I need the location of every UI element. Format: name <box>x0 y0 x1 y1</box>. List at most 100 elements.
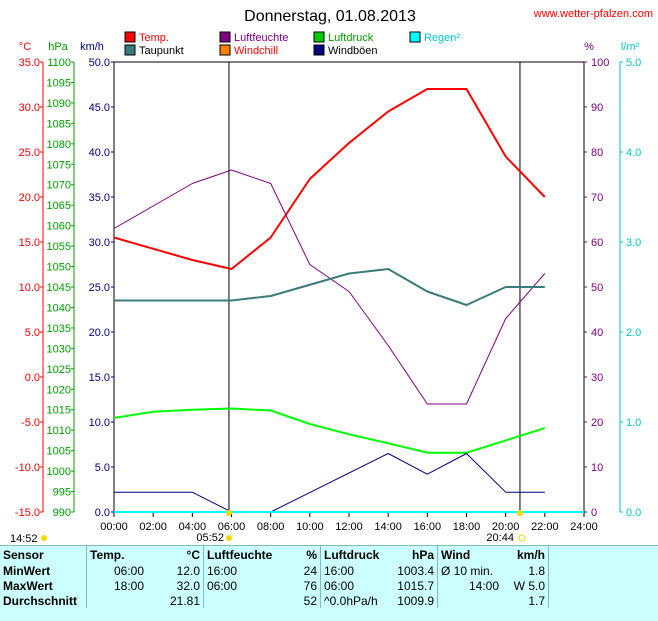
series-luftdruck <box>113 407 546 454</box>
percent-tick-label: 50 <box>591 282 603 294</box>
kmh-tick-label: 15.0 <box>89 372 110 384</box>
stats-row-min: MinWert 06:00 12.0 16:00 24 16:00 1003.4… <box>0 563 635 578</box>
hpa-tick-label: 1090 <box>47 98 71 110</box>
hpa-tick-label: 1080 <box>47 139 71 151</box>
hpa-tick-label: 1085 <box>47 118 71 130</box>
kmh-tick-label: 10.0 <box>89 417 110 429</box>
legend-swatch <box>313 31 325 43</box>
sunrise-icon <box>225 535 232 541</box>
wind-value: W 5.0 <box>513 578 545 593</box>
percent-tick-label: 60 <box>591 237 603 249</box>
hpa-tick-label: 1045 <box>47 282 71 294</box>
celsius-tick-label: 25.0 <box>19 147 40 159</box>
celsius-axis-label: °C <box>19 41 31 53</box>
rain-tick-label: 2.0 <box>626 327 641 339</box>
wind-label: Ø 10 min. <box>437 563 502 578</box>
x-tick-label: 02:00 <box>139 521 167 533</box>
x-tick-label: 14:00 <box>374 521 402 533</box>
rain-tick-label: 0.0 <box>626 507 641 519</box>
percent-tick-label: 30 <box>591 372 603 384</box>
time-label-left: 14:52 <box>10 533 38 545</box>
header-humidity: Luftfeuchte <box>203 546 276 563</box>
header-temp-unit: °C <box>186 547 200 562</box>
x-tick-label: 20:00 <box>492 521 520 533</box>
x-tick-label: 06:00 <box>218 521 246 533</box>
legend-swatch <box>313 44 325 56</box>
hpa-tick-label: 1070 <box>47 180 71 192</box>
legend: Temp. Luftfeuchte Luftdruck Regen² Taupunkt W… <box>124 31 460 57</box>
x-tick-label: 04:00 <box>179 521 207 533</box>
rain-tick-label: 4.0 <box>626 147 641 159</box>
percent-tick-label: 100 <box>591 57 609 69</box>
percent-axis-label: % <box>584 41 594 53</box>
site-url[interactable]: www.wetter-pfalzen.com <box>533 8 653 20</box>
kmh-axis-label: km/h <box>80 41 104 53</box>
percent-tick-label: 90 <box>591 102 603 114</box>
header-wind-unit: km/h <box>516 547 545 562</box>
hpa-tick-label: 1030 <box>47 343 71 355</box>
wind-value: 1.8 <box>528 563 545 578</box>
hpa-tick-label: 1010 <box>47 425 71 437</box>
hpa-tick-label: 1065 <box>47 200 71 212</box>
legend-swatch <box>219 44 231 56</box>
celsius-tick-label: 5.0 <box>25 327 40 339</box>
celsius-tick-label: 0.0 <box>25 372 40 384</box>
temp-time <box>86 593 147 608</box>
sunset-axis-icon <box>516 510 523 516</box>
statistics-table: Sensor Temp. °C Luftfeuchte % Luftdruck … <box>0 546 635 608</box>
legend-label: Windböen <box>328 45 378 57</box>
hpa-tick-label: 1095 <box>47 77 71 89</box>
hpa-tick-label: 1015 <box>47 405 71 417</box>
sun-icon <box>41 535 47 541</box>
kmh-tick-label: 40.0 <box>89 147 110 159</box>
rain-tick-label: 1.0 <box>626 417 641 429</box>
site-link[interactable]: www.wetter-pfalzen.com <box>533 8 653 20</box>
kmh-tick-label: 45.0 <box>89 102 110 114</box>
pressure-value: 1009.9 <box>397 593 434 608</box>
percent-tick-label: 0 <box>591 507 597 519</box>
temp-value: 21.81 <box>169 593 200 608</box>
rain-tick-label: 5.0 <box>626 57 641 69</box>
statistics-panel: Sensor Temp. °C Luftfeuchte % Luftdruck … <box>0 545 658 621</box>
celsius-tick-label: 20.0 <box>19 192 40 204</box>
humidity-time: 16:00 <box>203 563 276 578</box>
rain-tick-label: 3.0 <box>626 237 641 249</box>
header-pressure-unit: hPa <box>411 547 434 562</box>
sun-markers: 14:52 05:52 20:44 <box>10 510 526 545</box>
hpa-axis-label: hPa <box>48 41 68 53</box>
header-wind: Wind <box>437 546 502 563</box>
legend-label: Regen² <box>424 32 460 44</box>
legend-label: Taupunkt <box>139 45 184 57</box>
x-tick-label: 16:00 <box>414 521 442 533</box>
legend-label: Temp. <box>139 32 169 44</box>
axes: °C 35.0 30.0 25.0 20.0 15.0 10.0 5.0 0.0 -5.0 -10.… <box>15 41 641 533</box>
legend-swatch <box>124 31 136 43</box>
hpa-tick-label: 1100 <box>47 57 71 69</box>
sunrise-time: 05:52 <box>196 532 224 544</box>
hpa-tick-label: 1020 <box>47 384 71 396</box>
humidity-time: 06:00 <box>203 578 276 593</box>
legend-swatch <box>219 31 231 43</box>
x-tick-label: 24:00 <box>570 521 598 533</box>
wind-label <box>437 593 502 608</box>
humidity-value: 24 <box>303 563 317 578</box>
x-tick-label: 00:00 <box>100 521 128 533</box>
pressure-value: 1003.4 <box>397 563 434 578</box>
x-tick-label: 10:00 <box>296 521 324 533</box>
hpa-tick-label: 1035 <box>47 323 71 335</box>
hpa-tick-label: 1040 <box>47 302 71 314</box>
legend-label: Luftdruck <box>328 32 374 44</box>
kmh-tick-label: 25.0 <box>89 282 110 294</box>
x-tick-label: 22:00 <box>531 521 559 533</box>
header-temp: Temp. <box>86 546 147 563</box>
hpa-tick-label: 1000 <box>47 466 71 478</box>
series-luftfeuchte <box>113 169 546 405</box>
kmh-tick-label: 20.0 <box>89 327 110 339</box>
hpa-tick-label: 1025 <box>47 364 71 376</box>
x-tick-label: 12:00 <box>335 521 363 533</box>
celsius-tick-label: -15.0 <box>15 507 40 519</box>
temp-time: 06:00 <box>86 563 147 578</box>
celsius-tick-label: 15.0 <box>19 237 40 249</box>
legend-swatch <box>124 44 136 56</box>
temp-value: 12.0 <box>176 563 200 578</box>
